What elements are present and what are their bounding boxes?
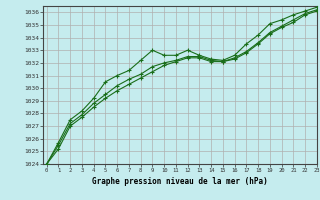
X-axis label: Graphe pression niveau de la mer (hPa): Graphe pression niveau de la mer (hPa) (92, 177, 268, 186)
